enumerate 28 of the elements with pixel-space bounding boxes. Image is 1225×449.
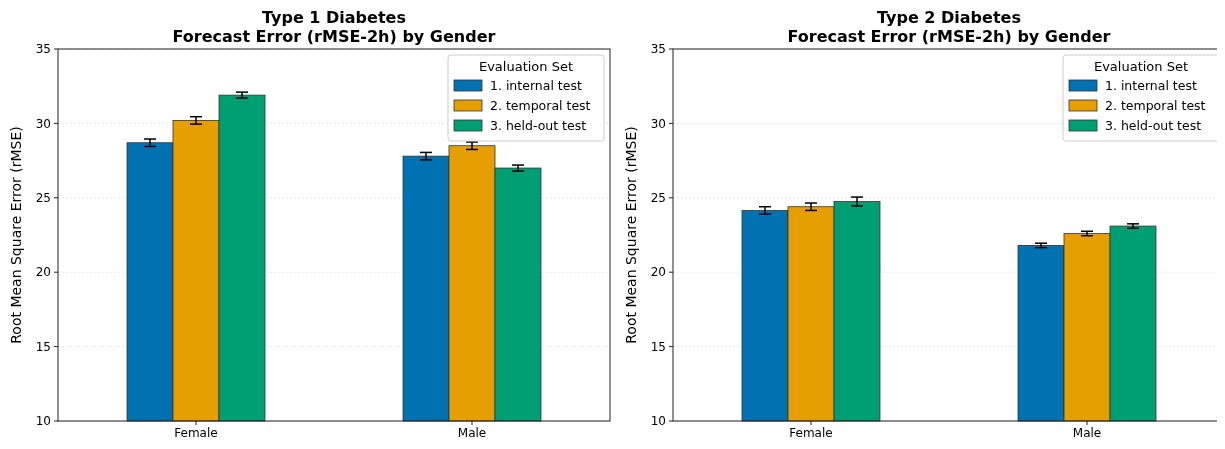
y-tick-label: 20: [650, 265, 666, 280]
y-tick-label: 15: [650, 339, 666, 354]
chart-title: Type 1 Diabetes Forecast Error (rMSE-2h) by Gender: [172, 8, 496, 46]
legend-label: 3. held-out test: [1105, 118, 1202, 134]
legend-label: 3. held-out test: [490, 118, 587, 134]
legend-label: 1. internal test: [1105, 78, 1197, 94]
y-tick-label: 25: [650, 191, 666, 205]
y-axis-title: Root Mean Square Error (rMSE): [8, 126, 24, 344]
y-tick-label: 20: [35, 265, 51, 280]
y-tick-label: 10: [650, 414, 666, 429]
y-axis-title: Root Mean Square Error (rMSE): [623, 126, 639, 344]
y-tick-label: 10: [35, 414, 51, 429]
legend-title: Evaluation Set: [478, 59, 574, 74]
y-tick-label: 35: [35, 42, 51, 57]
x-tick-label: Male: [1072, 426, 1102, 440]
y-tick-label: 30: [650, 116, 666, 131]
legend-label: 1. internal test: [490, 78, 582, 94]
legend-label: 2. temporal test: [490, 98, 591, 114]
y-tick-label: 15: [35, 339, 51, 354]
y-tick-label: 30: [35, 116, 51, 131]
x-tick-label: Female: [789, 426, 833, 440]
y-tick-label: 25: [35, 191, 51, 205]
legend-title: Evaluation Set: [1093, 59, 1189, 74]
y-tick-label: 35: [650, 42, 666, 57]
chart-title: Type 2 Diabetes Forecast Error (rMSE-2h) by Gender: [787, 8, 1111, 46]
x-tick-label: Female: [174, 426, 218, 440]
legend-label: 2. temporal test: [1105, 98, 1206, 114]
x-tick-label: Male: [457, 426, 487, 440]
